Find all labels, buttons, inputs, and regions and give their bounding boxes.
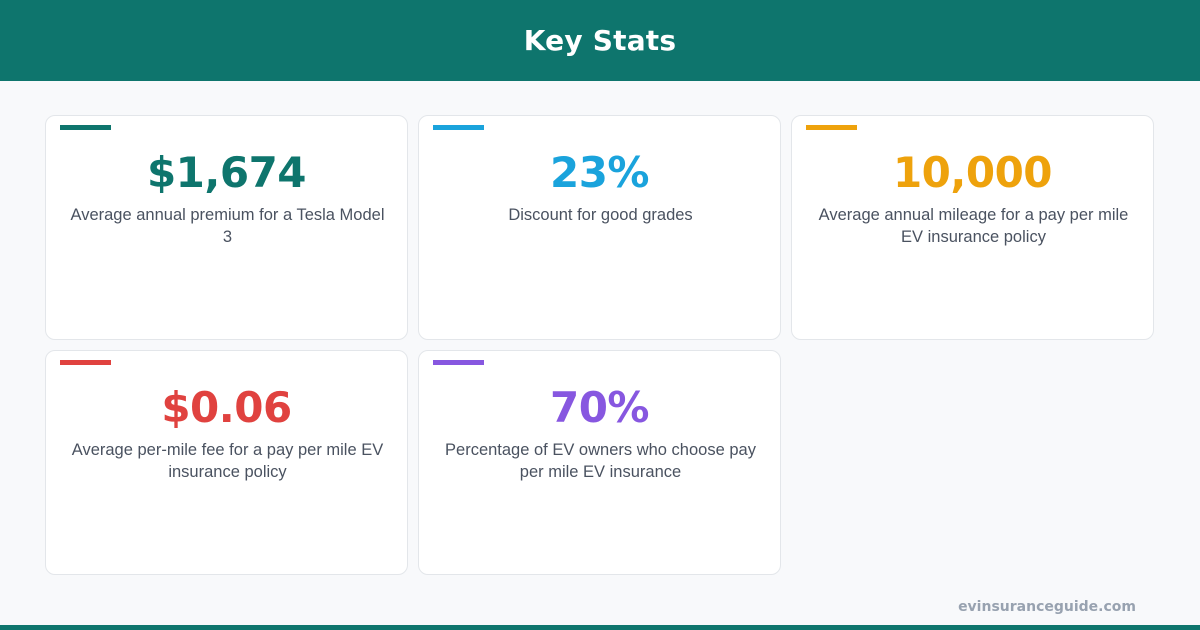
stat-value: $0.06 [161, 383, 292, 432]
footer-bar [0, 625, 1200, 630]
stat-description: Average per-mile fee for a pay per mile … [71, 441, 384, 481]
stat-card-owners-percentage: 70% Percentage of EV owners who choose p… [418, 350, 781, 575]
stat-card-discount: 23% Discount for good grades [418, 115, 781, 340]
stat-card-per-mile-fee: $0.06 Average per-mile fee for a pay per… [45, 350, 408, 575]
stat-description: Discount for good grades [508, 206, 693, 224]
card-accent-bar [433, 360, 484, 365]
stat-card-mileage: 10,000 Average annual mileage for a pay … [791, 115, 1154, 340]
header-banner: Key Stats [0, 0, 1200, 81]
stat-description: Percentage of EV owners who choose pay p… [445, 441, 756, 481]
stat-value: 23% [549, 148, 650, 197]
stat-value: 10,000 [892, 148, 1053, 197]
stat-description: Average annual premium for a Tesla Model… [70, 206, 385, 246]
stat-description: Average annual mileage for a pay per mil… [818, 206, 1129, 246]
stat-card-premium: $1,674 Average annual premium for a Tesl… [45, 115, 408, 340]
card-accent-bar [433, 125, 484, 130]
card-accent-bar [806, 125, 857, 130]
card-accent-bar [60, 360, 111, 365]
card-accent-bar [60, 125, 111, 130]
stat-value: 70% [549, 383, 650, 432]
stat-value: $1,674 [146, 148, 307, 197]
page-title: Key Stats [523, 24, 677, 57]
footer-domain-text: evinsuranceguide.com [958, 599, 1136, 615]
